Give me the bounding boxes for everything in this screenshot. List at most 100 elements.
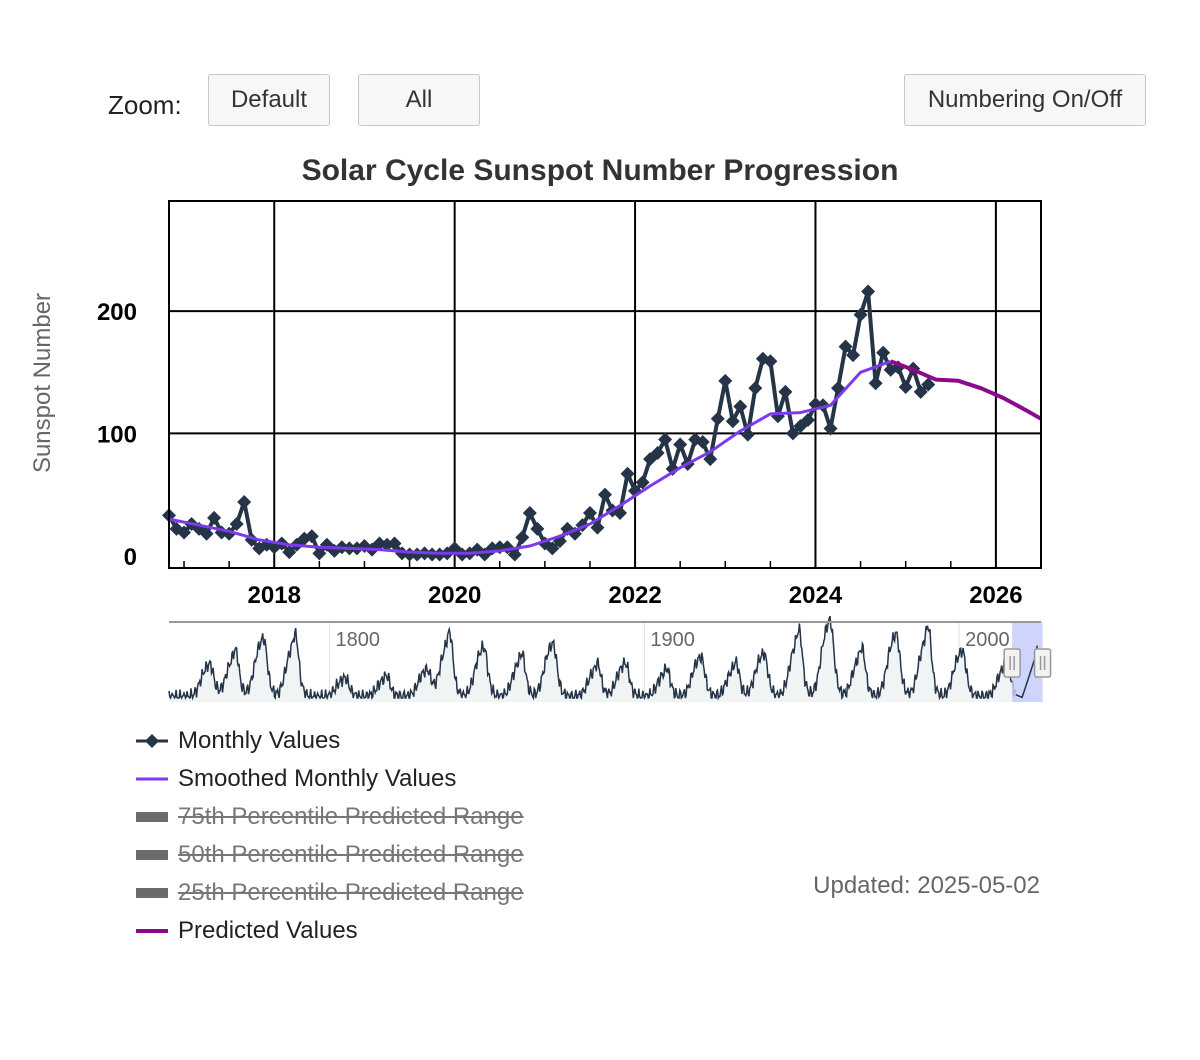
monthly-value-point[interactable] xyxy=(620,466,635,481)
monthly-value-point[interactable] xyxy=(530,521,545,536)
monthly-value-point[interactable] xyxy=(545,541,560,556)
legend-label-25th-range: 25th Percentile Predicted Range xyxy=(178,879,524,906)
y-tick-label: 0 xyxy=(124,544,137,571)
legend-item-75th-range[interactable]: 75th Percentile Predicted Range xyxy=(136,798,524,836)
navigator-tick-label: 1900 xyxy=(650,629,695,651)
legend-symbol-predicted xyxy=(136,929,168,933)
monthly-value-point[interactable] xyxy=(763,354,778,369)
monthly-value-point[interactable] xyxy=(703,452,718,467)
plot-series xyxy=(162,284,1042,562)
monthly-value-point[interactable] xyxy=(748,381,763,396)
monthly-value-point[interactable] xyxy=(718,373,733,388)
monthly-value-point[interactable] xyxy=(861,284,876,299)
monthly-value-point[interactable] xyxy=(921,377,936,392)
monthly-value-point[interactable] xyxy=(252,541,267,556)
navigator-left-handle[interactable] xyxy=(1003,648,1021,678)
legend-symbol-smoothed xyxy=(136,777,168,781)
monthly-value-point[interactable] xyxy=(582,505,597,520)
updated-date: Updated: 2025-05-02 xyxy=(813,872,1040,899)
monthly-value-point[interactable] xyxy=(800,412,815,427)
y-tick-label: 100 xyxy=(97,421,137,448)
legend-item-monthly[interactable]: Monthly Values xyxy=(136,722,524,760)
monthly-value-point[interactable] xyxy=(673,437,688,452)
y-axis-label: Sunspot Number xyxy=(29,293,56,473)
legend: Monthly Values Smoothed Monthly Values 7… xyxy=(136,722,524,950)
monthly-value-point[interactable] xyxy=(590,520,605,535)
legend-item-25th-range[interactable]: 25th Percentile Predicted Range xyxy=(136,874,524,912)
x-tick-label: 2026 xyxy=(969,582,1022,609)
monthly-value-point[interactable] xyxy=(575,518,590,533)
plot-grid xyxy=(169,201,1041,568)
monthly-value-point[interactable] xyxy=(740,427,755,442)
plot-ticks: 0 100 200 2018 2020 2022 2024 2026 xyxy=(97,299,1042,609)
legend-symbol-50th-range xyxy=(136,850,168,860)
monthly-value-point[interactable] xyxy=(387,536,402,551)
predicted-values-line xyxy=(889,359,1042,421)
monthly-value-point[interactable] xyxy=(492,540,507,555)
monthly-value-point[interactable] xyxy=(635,475,650,490)
monthly-value-point[interactable] xyxy=(785,426,800,441)
legend-label-predicted: Predicted Values xyxy=(178,917,358,944)
zoom-all-button[interactable]: All xyxy=(358,74,480,126)
legend-symbol-monthly xyxy=(136,734,168,748)
monthly-value-point[interactable] xyxy=(177,525,192,540)
monthly-value-point[interactable] xyxy=(500,540,515,555)
monthly-value-point[interactable] xyxy=(327,543,342,558)
monthly-value-point[interactable] xyxy=(304,529,319,544)
monthly-value-point[interactable] xyxy=(425,547,440,562)
monthly-value-point[interactable] xyxy=(658,432,673,447)
legend-symbol-25th-range xyxy=(136,888,168,898)
navigator-tick-label: 1800 xyxy=(336,629,381,651)
monthly-value-point[interactable] xyxy=(207,510,222,525)
monthly-value-point[interactable] xyxy=(868,376,883,391)
monthly-value-point[interactable] xyxy=(282,545,297,560)
monthly-value-point[interactable] xyxy=(199,526,214,541)
legend-item-smoothed[interactable]: Smoothed Monthly Values xyxy=(136,760,524,798)
monthly-value-point[interactable] xyxy=(470,542,485,557)
legend-label-75th-range: 75th Percentile Predicted Range xyxy=(178,803,524,830)
x-tick-label: 2024 xyxy=(789,582,843,609)
monthly-value-point[interactable] xyxy=(507,547,522,562)
navigator-tick-label: 2000 xyxy=(965,629,1010,651)
smoothed-values-line xyxy=(168,359,892,555)
monthly-value-point[interactable] xyxy=(312,546,327,561)
monthly-value-point[interactable] xyxy=(725,414,740,429)
legend-label-smoothed: Smoothed Monthly Values xyxy=(178,765,457,792)
monthly-value-point[interactable] xyxy=(876,345,891,360)
monthly-value-point[interactable] xyxy=(778,384,793,399)
monthly-value-point[interactable] xyxy=(823,421,838,436)
monthly-values-line xyxy=(167,289,930,557)
monthly-value-point[interactable] xyxy=(733,399,748,414)
sunspot-chart: Solar Cycle Sunspot Number Progression S… xyxy=(29,154,1052,702)
x-tick-label: 2020 xyxy=(428,582,481,609)
monthly-value-point[interactable] xyxy=(695,434,710,449)
monthly-value-point[interactable] xyxy=(853,307,868,322)
zoom-default-button[interactable]: Default xyxy=(208,74,330,126)
legend-label-50th-range: 50th Percentile Predicted Range xyxy=(178,841,524,868)
monthly-value-point[interactable] xyxy=(838,339,853,354)
legend-symbol-75th-range xyxy=(136,812,168,822)
monthly-value-point[interactable] xyxy=(665,461,680,476)
navigator-right-handle[interactable] xyxy=(1033,648,1052,678)
monthly-value-point[interactable] xyxy=(650,446,665,461)
x-tick-label: 2022 xyxy=(608,582,661,609)
x-tick-label: 2018 xyxy=(248,582,301,609)
monthly-value-point[interactable] xyxy=(898,379,913,394)
legend-item-predicted[interactable]: Predicted Values xyxy=(136,912,524,950)
legend-item-50th-range[interactable]: 50th Percentile Predicted Range xyxy=(136,836,524,874)
monthly-value-point[interactable] xyxy=(913,384,928,399)
zoom-label: Zoom: xyxy=(108,90,182,120)
numbering-toggle-button[interactable]: Numbering On/Off xyxy=(904,74,1146,126)
monthly-value-point[interactable] xyxy=(770,409,785,424)
y-tick-label: 200 xyxy=(97,299,137,326)
plot-border xyxy=(168,200,1042,569)
monthly-value-point[interactable] xyxy=(710,411,725,426)
monthly-value-point[interactable] xyxy=(229,516,244,531)
monthly-value-point[interactable] xyxy=(237,494,252,509)
monthly-value-point[interactable] xyxy=(846,348,861,363)
chart-title: Solar Cycle Sunspot Number Progression xyxy=(302,154,899,187)
monthly-value-point[interactable] xyxy=(598,487,612,502)
navigator[interactable]: 1800 1900 2000 xyxy=(168,615,1052,702)
monthly-value-point[interactable] xyxy=(515,530,530,545)
monthly-value-point[interactable] xyxy=(522,505,537,520)
